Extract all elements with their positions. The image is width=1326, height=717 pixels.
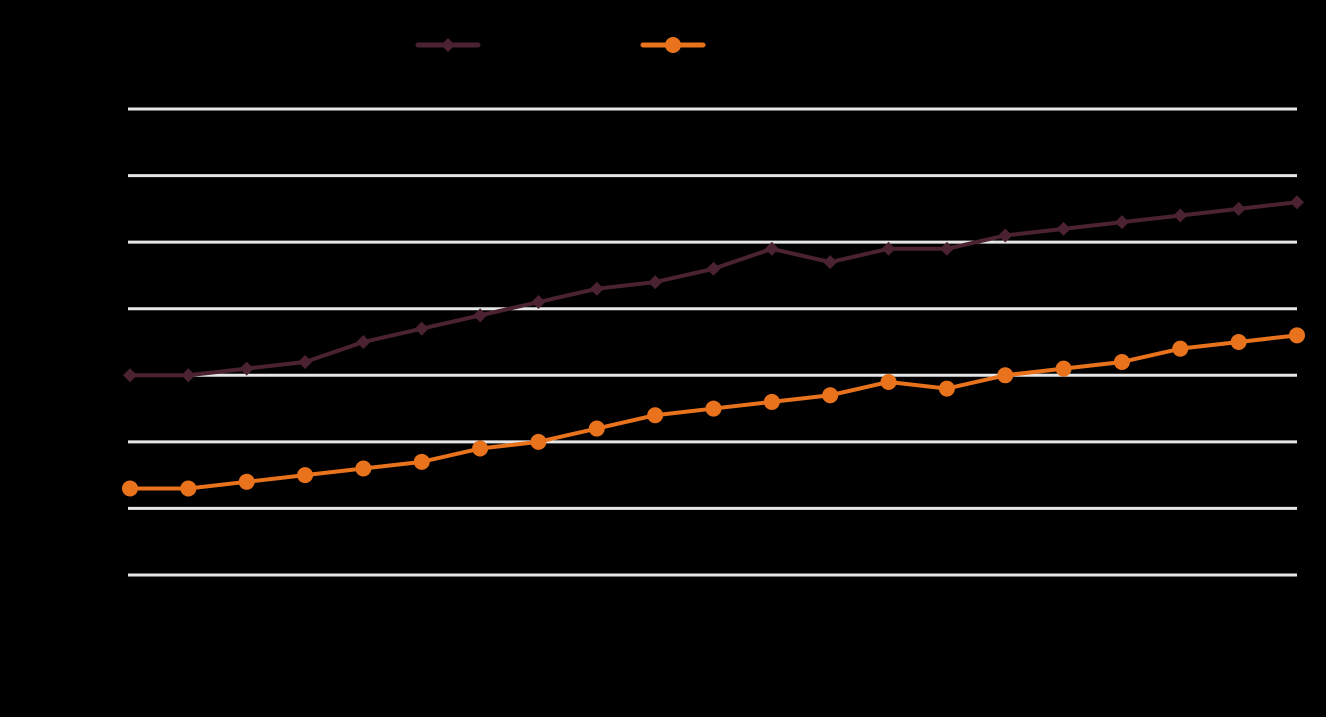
marker — [1114, 215, 1129, 230]
marker — [441, 38, 455, 52]
marker — [706, 261, 721, 276]
marker — [122, 480, 138, 497]
marker — [648, 275, 663, 290]
marker — [356, 335, 371, 349]
marker — [822, 387, 839, 404]
marker — [239, 361, 254, 376]
marker — [1231, 201, 1246, 216]
marker — [1172, 340, 1189, 357]
marker — [181, 368, 196, 383]
marker — [1230, 334, 1247, 350]
marker — [123, 368, 137, 383]
marker — [238, 473, 255, 490]
marker — [1113, 353, 1130, 370]
marker — [1173, 208, 1188, 223]
marker — [588, 420, 605, 437]
marker — [938, 380, 955, 397]
marker — [665, 37, 681, 53]
marker — [1290, 195, 1304, 210]
marker — [413, 453, 430, 470]
marker — [530, 433, 547, 450]
marker — [180, 480, 197, 497]
marker — [647, 407, 664, 424]
marker — [939, 241, 954, 256]
marker — [531, 295, 546, 310]
marker — [297, 467, 314, 484]
marker — [705, 400, 722, 417]
marker — [472, 440, 489, 457]
marker — [589, 281, 604, 296]
marker — [298, 354, 313, 369]
marker — [473, 308, 488, 323]
marker — [414, 321, 429, 336]
marker — [881, 241, 896, 256]
marker — [355, 460, 372, 477]
marker — [1056, 221, 1071, 236]
marker — [1289, 327, 1305, 344]
marker — [764, 241, 779, 256]
marker — [763, 393, 780, 410]
marker — [880, 373, 897, 390]
marker — [1055, 360, 1072, 377]
marker — [823, 255, 838, 270]
marker — [998, 228, 1013, 243]
marker — [997, 367, 1014, 384]
